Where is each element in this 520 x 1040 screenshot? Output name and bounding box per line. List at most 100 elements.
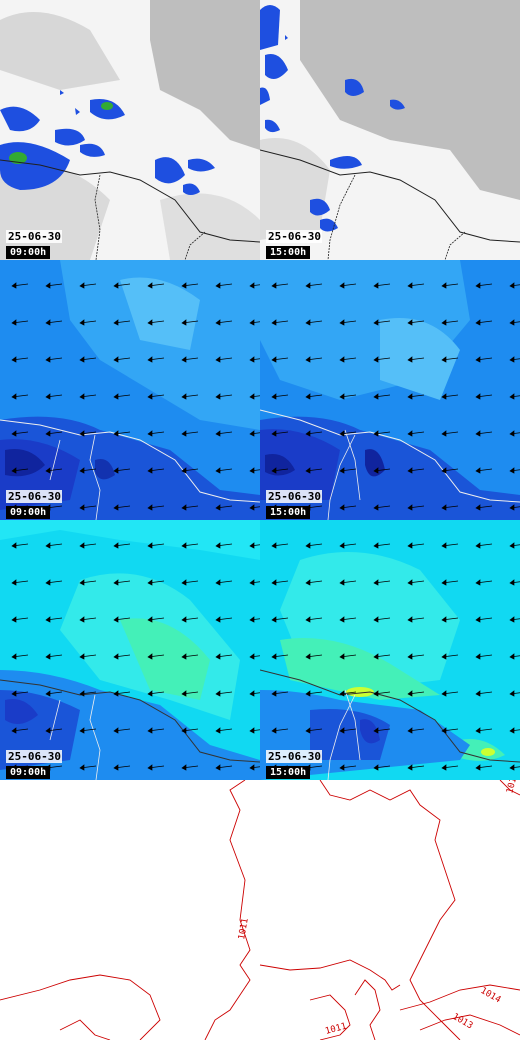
- wind-vector-head: [373, 282, 379, 289]
- wind-vector-head: [441, 690, 447, 697]
- wind-vector-head: [11, 319, 17, 326]
- wind-vector-head: [113, 282, 119, 289]
- wind-vector-head: [79, 504, 85, 511]
- wind-vector-head: [441, 356, 447, 363]
- forecast-date: 25-06-30: [6, 750, 62, 763]
- wind-vector-head: [45, 727, 51, 734]
- wind-vector-head: [339, 653, 345, 660]
- wind-vector-head: [339, 356, 345, 363]
- wind-vector-head: [249, 356, 255, 363]
- wind-vector-head: [339, 579, 345, 586]
- wind-map-1500-graphic: [260, 260, 520, 520]
- wind-vector-head: [147, 282, 153, 289]
- wind-vector-head: [215, 764, 221, 771]
- wind-vector-head: [181, 282, 187, 289]
- wind-vector-head: [11, 727, 17, 734]
- wind-vector-head: [215, 504, 221, 511]
- wind-vector-head: [181, 727, 187, 734]
- wind-vector-head: [373, 542, 379, 549]
- wind-vector-head: [509, 616, 515, 623]
- wind-vector-head: [113, 430, 119, 437]
- wind-vector-head: [339, 393, 345, 400]
- wind-map-0900-graphic: [0, 260, 260, 520]
- wind-vector-head: [339, 690, 345, 697]
- wind-vector-head: [373, 467, 379, 474]
- wind-vector-head: [271, 393, 277, 400]
- forecast-time: 15:00h: [266, 766, 311, 779]
- wind-vector-head: [441, 504, 447, 511]
- wind-vector-head: [407, 653, 413, 660]
- wind-vector-head: [11, 356, 17, 363]
- forecast-date: 25-06-30: [266, 490, 322, 503]
- wind-vector-head: [509, 393, 515, 400]
- wind-vector-head: [305, 430, 311, 437]
- wind-vector-head: [407, 319, 413, 326]
- wind-vector-head: [249, 393, 255, 400]
- wind-vector-head: [249, 430, 255, 437]
- wind-vector-head: [147, 467, 153, 474]
- wind-vector-head: [305, 542, 311, 549]
- wind-vector-head: [373, 653, 379, 660]
- isobar-label: 1014: [479, 986, 503, 1006]
- wind-vector-head: [249, 616, 255, 623]
- wind-vector-head: [45, 282, 51, 289]
- wind-vector-head: [407, 430, 413, 437]
- wind-vector-head: [339, 727, 345, 734]
- wind-vector-head: [441, 319, 447, 326]
- wind-vector-head: [147, 542, 153, 549]
- wind-vector-head: [11, 282, 17, 289]
- wind-vector-head: [373, 690, 379, 697]
- wind-map-1500: 25-06-30 15:00h: [260, 260, 520, 520]
- wind-vector-head: [271, 542, 277, 549]
- wind-vector-head: [475, 467, 481, 474]
- wind-vector-head: [339, 430, 345, 437]
- wind-high-map-0900-graphic: [0, 520, 260, 780]
- wind-vector-head: [509, 764, 515, 771]
- wind-vector-head: [11, 690, 17, 697]
- wind-vector-head: [181, 616, 187, 623]
- forecast-date: 25-06-30: [266, 230, 322, 243]
- wind-vector-head: [79, 764, 85, 771]
- wind-vector-head: [215, 393, 221, 400]
- wind-vector-head: [79, 690, 85, 697]
- wind-vector-head: [11, 616, 17, 623]
- wind-vector-head: [113, 504, 119, 511]
- wind-vector-head: [475, 727, 481, 734]
- wind-vector-head: [407, 616, 413, 623]
- wind-vector-head: [45, 653, 51, 660]
- wind-vector-head: [45, 542, 51, 549]
- wind-vector-head: [147, 430, 153, 437]
- wind-vector-head: [11, 393, 17, 400]
- wind-vector-head: [181, 542, 187, 549]
- wind-vector-head: [79, 356, 85, 363]
- wind-vector-head: [509, 430, 515, 437]
- forecast-date: 25-06-30: [6, 490, 62, 503]
- wind-vector-head: [373, 393, 379, 400]
- isobar-label: 1011: [237, 917, 251, 940]
- wind-vector-head: [147, 690, 153, 697]
- wind-vector-head: [215, 653, 221, 660]
- isobar-label: 101: [505, 780, 519, 795]
- wind-vector-head: [271, 467, 277, 474]
- wind-vector-head: [113, 542, 119, 549]
- wind-vector-head: [181, 690, 187, 697]
- wind-vector-head: [271, 430, 277, 437]
- wind-vector-head: [305, 579, 311, 586]
- wind-vector-head: [271, 579, 277, 586]
- wind-vector-head: [249, 504, 255, 511]
- wind-vector-head: [475, 690, 481, 697]
- wind-vector-head: [475, 542, 481, 549]
- wind-vector-head: [113, 727, 119, 734]
- wind-vector-head: [45, 393, 51, 400]
- precip-map-0900: 25-06-30 09:00h: [0, 0, 260, 260]
- wind-vector-head: [215, 690, 221, 697]
- wind-vector-head: [271, 356, 277, 363]
- precip-map-0900-graphic: [0, 0, 260, 260]
- wind-vector-head: [305, 616, 311, 623]
- wind-vector-head: [475, 356, 481, 363]
- wind-vector-head: [249, 542, 255, 549]
- pressure-map: 1014 1013 1011 1011 101: [0, 780, 520, 1040]
- wind-vector-head: [79, 727, 85, 734]
- wind-vector-head: [181, 764, 187, 771]
